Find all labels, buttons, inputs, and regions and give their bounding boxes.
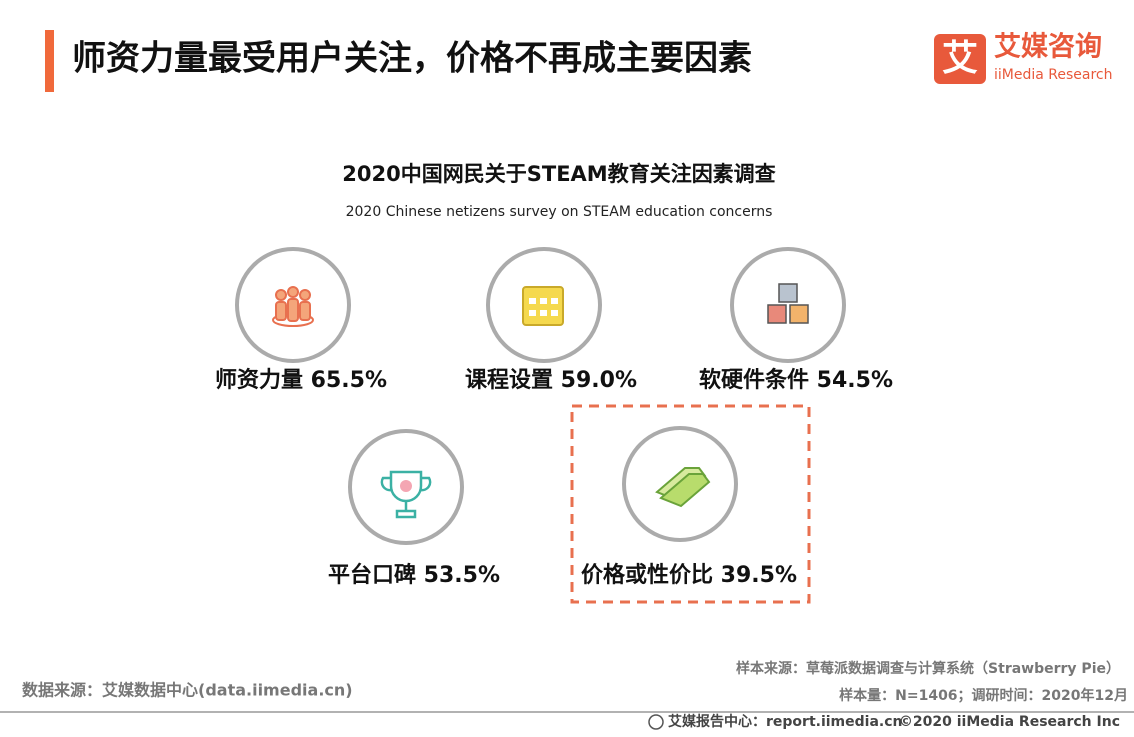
- item-value: 54.5%: [817, 368, 893, 393]
- item-label: 软硬件条件 54.5%: [699, 367, 893, 393]
- teacher-icon: [272, 286, 314, 327]
- item-name: 师资力量: [215, 367, 303, 393]
- icon-circle: [730, 247, 846, 363]
- item: 课程设置 59.0%: [465, 247, 637, 393]
- item-value: 65.5%: [311, 368, 387, 393]
- title-bar: [45, 30, 54, 92]
- calendar-icon: [522, 286, 564, 326]
- item-label: 价格或性价比 39.5%: [581, 562, 797, 588]
- item-value: 59.0%: [561, 368, 637, 393]
- report-center: 艾媒报告中心：report.iimedia.cn: [668, 713, 903, 730]
- price-tag-icon: [655, 467, 711, 508]
- item-label: 师资力量 65.5%: [215, 367, 387, 393]
- trophy-icon: [380, 470, 432, 519]
- copyright: ©2020 iiMedia Research Inc: [899, 714, 1120, 730]
- survey-title: 2020中国网民关于STEAM教育关注因素调查: [342, 162, 775, 186]
- sample-source: 样本来源：草莓派数据调查与计算系统（Strawberry Pie）: [736, 660, 1120, 677]
- item-name: 课程设置: [465, 368, 553, 393]
- item: 平台口碑 53.5%: [328, 429, 500, 588]
- trophy-star: [400, 480, 412, 492]
- item-label: 课程设置 59.0%: [465, 368, 637, 393]
- item: 价格或性价比 39.5%: [581, 426, 797, 588]
- logo-mark: 艾: [942, 38, 978, 79]
- logo-box: [934, 34, 986, 84]
- sample-size: 样本量：N=1406；调研时间：2020年12月: [839, 687, 1128, 704]
- item-value: 39.5%: [721, 563, 797, 588]
- item-name: 软硬件条件: [699, 367, 809, 393]
- item-name: 平台口碑: [328, 562, 416, 588]
- item-name: 价格或性价比: [581, 562, 713, 588]
- item-value: 53.5%: [424, 563, 500, 588]
- page-title: 师资力量最受用户关注，价格不再成主要因素: [72, 39, 752, 79]
- logo-name: 艾媒咨询: [994, 31, 1102, 63]
- item-label: 平台口碑 53.5%: [328, 562, 500, 588]
- logo-english: iiMedia Research: [994, 67, 1113, 83]
- item: 软硬件条件 54.5%: [699, 247, 893, 393]
- survey-subtitle: 2020 Chinese netizens survey on STEAM ed…: [346, 204, 773, 220]
- highlight-box: [570, 404, 811, 604]
- blocks-icon: [767, 283, 809, 324]
- globe-icon: [648, 714, 664, 730]
- item: 师资力量 65.5%: [215, 247, 387, 393]
- data-source: 数据来源：艾媒数据中心(data.iimedia.cn): [22, 681, 353, 700]
